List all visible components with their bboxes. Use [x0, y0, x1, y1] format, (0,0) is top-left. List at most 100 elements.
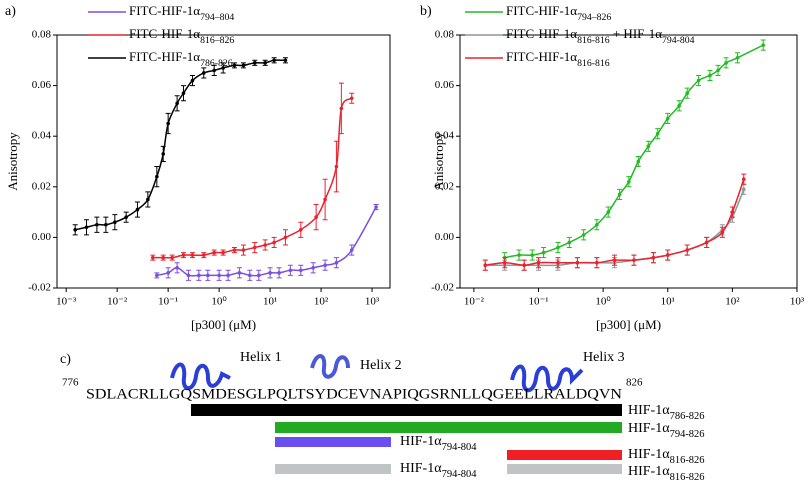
fit-line: [156, 206, 377, 277]
legend-label: FITC-HIF-1α816-816: [506, 49, 610, 69]
x-axis-label: [p300] (μM): [191, 317, 256, 332]
x-tick-label: 10⁻¹: [528, 296, 548, 308]
data-point: [268, 271, 272, 275]
data-point: [646, 144, 651, 149]
x-tick-label: 10¹: [263, 296, 277, 308]
data-point: [741, 177, 746, 182]
data-point: [252, 61, 257, 65]
data-point: [252, 245, 257, 250]
data-point: [665, 116, 670, 121]
data-point: [581, 233, 586, 237]
data-point: [595, 222, 599, 227]
data-point: [248, 273, 252, 278]
data-point: [95, 222, 99, 227]
data-point: [323, 263, 327, 268]
data-point: [206, 273, 210, 278]
data-point: [685, 91, 690, 95]
data-point: [190, 253, 195, 257]
data-point: [212, 250, 216, 255]
x-tick-label: 10²: [725, 296, 740, 308]
helix-label: Helix 3: [583, 350, 625, 365]
data-point: [741, 187, 746, 192]
data-point: [502, 260, 507, 265]
helix-2-icon: [310, 354, 350, 379]
data-point: [374, 205, 378, 209]
data-point: [263, 243, 267, 247]
construct-label: HIF-1α794-804: [400, 461, 477, 480]
y-tick-label: 0.06: [435, 79, 455, 91]
x-tick-label: 10³: [790, 296, 805, 308]
data-point: [636, 159, 641, 164]
x-tick-label: 10⁻¹: [158, 296, 178, 308]
fit-line: [75, 59, 286, 231]
data-point: [161, 255, 166, 260]
data-point: [263, 61, 267, 65]
data-point: [677, 104, 681, 108]
plot-frame: [459, 34, 798, 289]
construct-bar: [507, 464, 622, 474]
data-point: [175, 101, 179, 106]
construct-label: HIF-1α786-826: [628, 403, 705, 422]
y-tick-label: 0.00: [32, 231, 52, 243]
y-tick-label: 0.04: [435, 130, 455, 142]
construct-label: HIF-1α794-826: [628, 421, 705, 440]
construct-bar: [275, 464, 391, 474]
data-point: [617, 192, 622, 197]
fit-line: [152, 97, 353, 259]
data-point: [665, 253, 670, 257]
construct-label: HIF-1α816-826: [628, 447, 705, 466]
data-point: [567, 240, 572, 245]
data-point: [283, 58, 288, 63]
data-point: [724, 61, 728, 65]
data-point: [311, 265, 315, 270]
data-point: [483, 263, 488, 268]
x-tick-label: 10⁻³: [56, 296, 77, 308]
legend-label: FITC-HIF-1α794–826: [506, 3, 611, 23]
data-point: [217, 273, 221, 278]
y-tick-label: 0.08: [435, 29, 455, 41]
data-point: [334, 164, 339, 169]
data-point: [536, 260, 541, 265]
data-point: [186, 273, 191, 278]
panel-label: b): [420, 4, 432, 19]
y-axis-label: Anisotropy: [431, 132, 446, 191]
data-point: [685, 248, 690, 252]
legend-label: FITC-HIF-1α816–826: [129, 26, 234, 46]
legend-label: FITC-HIF-1α786-826: [129, 49, 233, 69]
x-tick-label: 10¹: [661, 296, 675, 308]
data-point: [170, 255, 174, 260]
data-point: [517, 253, 521, 257]
y-tick-label: 0.06: [32, 79, 52, 91]
legend-label: FITC-HIF-1α794–804: [129, 3, 234, 23]
helix-label: Helix 1: [240, 350, 282, 365]
sequence-end: 826: [626, 377, 643, 389]
plot-frame: [56, 34, 391, 289]
data-point: [272, 240, 276, 245]
data-point: [606, 210, 611, 214]
data-point: [175, 265, 179, 270]
data-point: [201, 253, 206, 257]
data-point: [522, 263, 526, 268]
data-point: [761, 43, 766, 47]
y-tick-label: 0.04: [32, 130, 52, 142]
x-tick-label: 10⁻²: [464, 296, 485, 308]
construct-bar: [275, 437, 391, 447]
data-point: [655, 131, 660, 136]
data-point: [575, 260, 580, 265]
x-tick-label: 10⁰: [211, 296, 227, 308]
data-point: [530, 253, 535, 257]
fit-line: [485, 189, 745, 267]
data-point: [556, 245, 560, 250]
data-point: [272, 58, 276, 63]
data-point: [556, 260, 560, 265]
data-point: [197, 273, 201, 278]
fit-line: [504, 44, 764, 259]
x-tick-label: 10⁰: [595, 296, 611, 308]
data-point: [735, 55, 740, 60]
legend-label: FITC-HIF-1α816-816 + HIF-1α794-804: [506, 26, 695, 46]
data-point: [730, 210, 735, 214]
panel-label: c): [60, 352, 71, 367]
data-point: [708, 73, 712, 78]
data-point: [704, 240, 709, 245]
